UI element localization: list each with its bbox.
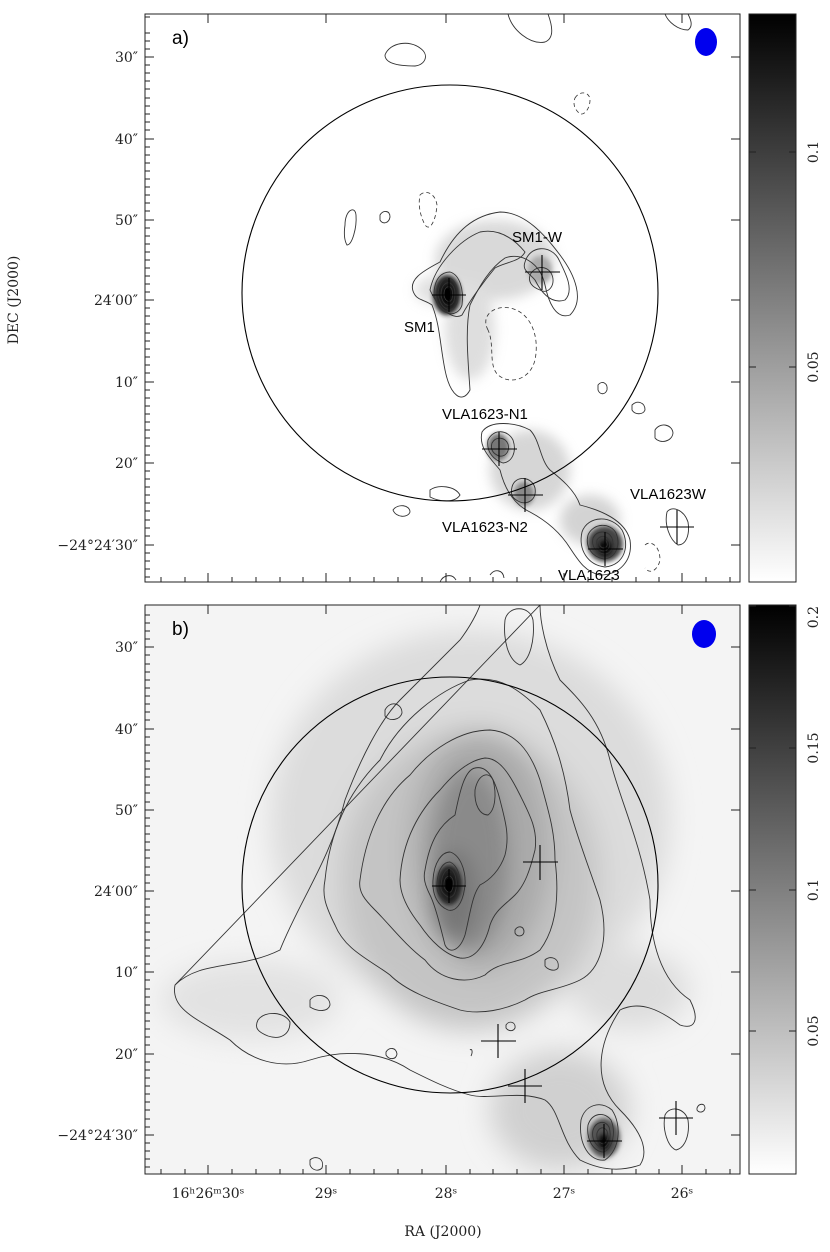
panel-b-contours [174,605,706,1171]
panel-b-dec-tick-label: 40″ [115,722,138,738]
cross-marker-vla1623w [660,510,694,544]
panel-a-field-circle [241,84,659,502]
cross-marker-sm1 [432,869,466,903]
panel-b-source-markers [432,845,693,1158]
cross-marker-vla1623w [659,1101,693,1135]
source-label-vla1623: VLA1623 [558,567,620,584]
source-label-vla1623w: VLA1623W [630,486,707,503]
panel-b-colorbar-tick-label: 0.15 [806,732,822,763]
panel-b-colorbar-tick-label: 0.1 [806,879,822,901]
panel-b-label: b) [172,619,189,640]
panel-a-image: SM1 SM1-W VLA1623-N1 VLA1623-N2 VLA1623 … [145,14,740,584]
panel-a-colorbar-tick-label: 0.1 [806,141,822,163]
panel-a-dec-tick-label: 10″ [115,375,138,391]
cross-marker-vla1623-n1 [481,1024,516,1058]
panel-a-beam-ellipse [695,28,717,56]
panel-b: b) 30″ 40″ 50″ 24′00″ 10″ 20″ −24°24′30″… [57,604,822,1175]
panel-a-dec-tick-label: 50″ [115,213,138,229]
cross-marker-vla1623-n2 [508,1069,542,1103]
panel-a: SM1 SM1-W VLA1623-N1 VLA1623-N2 VLA1623 … [57,13,822,584]
panel-b-dec-tick-label: −24°24′30″ [57,1128,138,1144]
panel-b-field-circle [241,676,659,1094]
x-axis-title: RA (J2000) [404,1224,481,1240]
panel-a-contours [343,14,692,582]
ra-tick-label: 16ʰ26ᵐ30ˢ [172,1186,245,1202]
panel-b-dec-tick-label: 24′00″ [94,884,138,900]
cross-marker-vla1623 [588,532,623,566]
panel-a-dec-tick-label: 24′00″ [94,293,138,309]
cross-marker-sm1 [432,278,466,312]
panel-a-dec-ticks [145,16,740,578]
y-axis-title: DEC (J2000) [6,256,22,345]
ra-tick-label: 29ˢ [315,1186,338,1202]
panel-b-colorbar-tick-label: 0.05 [806,1015,822,1046]
panel-a-colorbar [748,13,797,583]
panel-b-dec-tick-label: 50″ [115,803,138,819]
panel-a-dec-tick-label: −24°24′30″ [57,538,138,554]
source-label-vla1623-n2: VLA1623-N2 [442,519,528,536]
cross-marker-vla1623 [587,1124,622,1158]
panel-b-colorbar [748,604,797,1175]
panel-b-ra-ticks [160,605,731,1174]
ra-tick-label: 27ˢ [553,1186,576,1202]
source-label-sm1: SM1 [404,319,435,336]
cross-marker-vla1623-n2 [508,478,543,512]
panel-a-label: a) [172,28,189,49]
panel-b-dec-tick-label: 20″ [115,1047,138,1063]
panel-a-ra-ticks [160,14,731,582]
source-label-vla1623-n1: VLA1623-N1 [442,406,528,423]
panel-b-colorbar-tick-label: 0.2 [806,606,822,628]
ra-tick-label: 26ˢ [671,1186,694,1202]
cross-marker-sm1-w [523,845,558,880]
panel-a-colorbar-tick-label: 0.05 [806,351,822,382]
cross-marker-sm1-w [525,255,560,290]
source-label-sm1-w: SM1-W [512,229,563,246]
panel-b-dec-ticks [145,614,740,1168]
panel-b-beam-ellipse [692,620,716,648]
panel-a-dec-tick-label: 30″ [115,50,138,66]
panel-a-source-markers [432,255,694,566]
ra-tick-label: 28ˢ [435,1186,458,1202]
panel-b-image: b) [145,605,740,1174]
panel-b-dec-tick-label: 10″ [115,965,138,981]
panel-b-dec-tick-label: 30″ [115,640,138,656]
panel-a-negative-contours [418,92,661,572]
panel-a-dec-tick-label: 20″ [115,456,138,472]
panel-a-dec-tick-label: 40″ [115,132,138,148]
cross-marker-vla1623-n1 [482,432,517,466]
